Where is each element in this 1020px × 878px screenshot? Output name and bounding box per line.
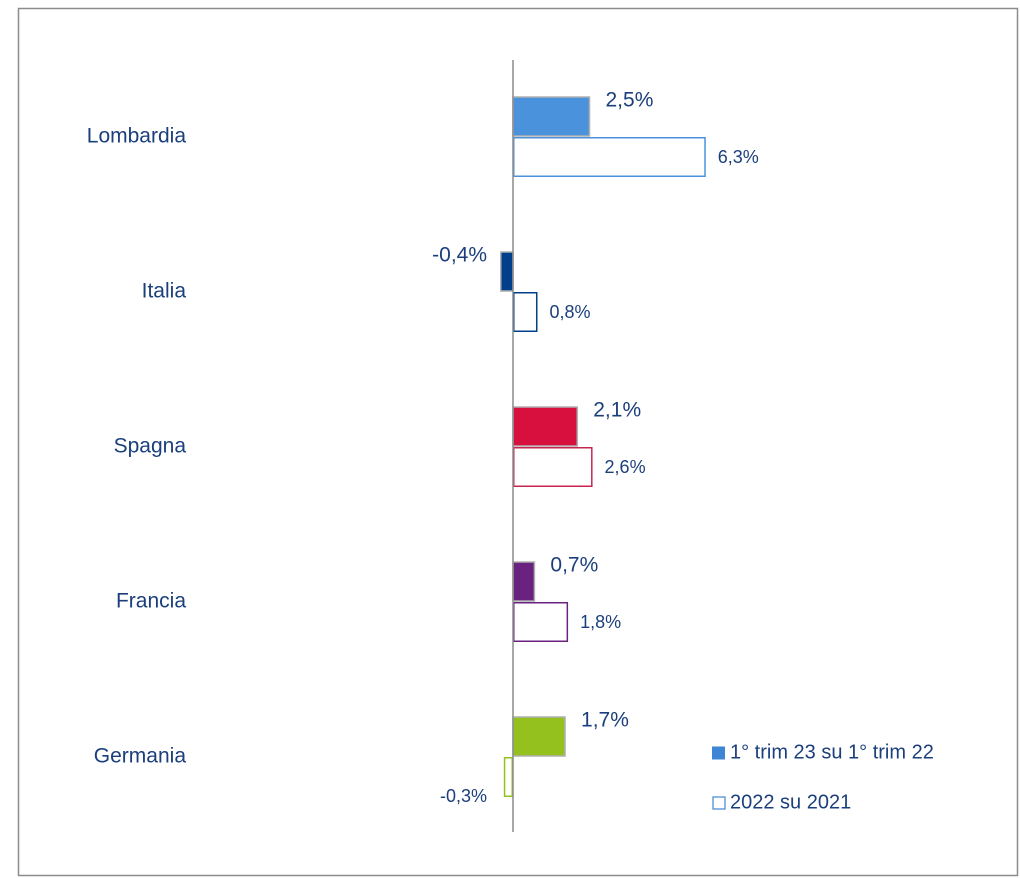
bar [513, 292, 538, 332]
bar [513, 447, 593, 487]
value-label: 6,3% [718, 147, 759, 167]
legend-swatch [712, 746, 725, 760]
category-label: Italia [142, 280, 187, 303]
bar [512, 96, 591, 137]
value-label: -0,3% [440, 786, 487, 806]
category-label: Francia [116, 590, 186, 613]
category-label: Spagna [114, 435, 187, 458]
legend-swatch [712, 796, 726, 810]
value-label: 1,8% [580, 612, 621, 632]
bar [513, 602, 569, 642]
value-label: 2,5% [606, 89, 654, 112]
category-label: Lombardia [87, 125, 187, 148]
bar [513, 137, 706, 177]
bar [512, 406, 579, 447]
value-label: -0,4% [432, 244, 487, 267]
value-label: 2,1% [593, 399, 641, 422]
bar [512, 561, 536, 602]
bar [512, 716, 566, 757]
bar [503, 757, 514, 797]
bar [500, 251, 514, 292]
legend-label: 2022 su 2021 [730, 791, 851, 813]
value-label: 1,7% [581, 709, 629, 732]
legend-label: 1° trim 23 su 1° trim 22 [730, 741, 934, 763]
value-label: 2,6% [605, 457, 646, 477]
value-label: 0,8% [549, 302, 590, 322]
category-label: Germania [94, 745, 187, 768]
value-label: 0,7% [550, 554, 598, 577]
